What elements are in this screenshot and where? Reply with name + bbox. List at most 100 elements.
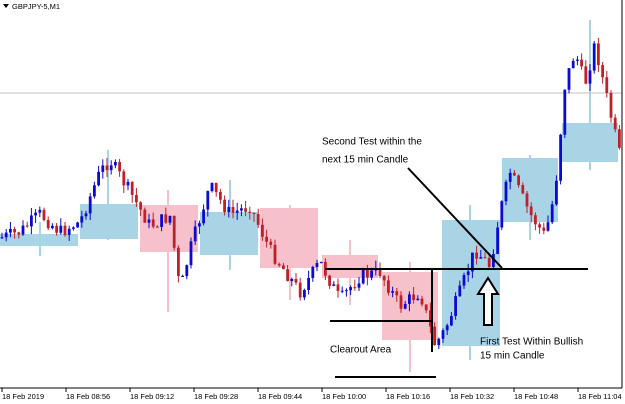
body xyxy=(55,225,58,233)
annotation-lines xyxy=(325,167,588,378)
body xyxy=(67,228,71,235)
body xyxy=(261,224,264,237)
body xyxy=(576,59,579,61)
x-label: 18 Feb 10:00 xyxy=(322,392,366,401)
body xyxy=(605,77,609,93)
annotation: First Test Within Bullish xyxy=(480,337,583,348)
m15-bear xyxy=(140,205,198,252)
body xyxy=(126,181,130,186)
body xyxy=(88,196,92,214)
body xyxy=(219,191,222,200)
body xyxy=(529,206,533,216)
body xyxy=(147,219,151,223)
body xyxy=(101,165,105,172)
body xyxy=(382,276,386,281)
body xyxy=(307,277,310,291)
body xyxy=(361,269,365,284)
body xyxy=(30,215,33,227)
body xyxy=(265,236,268,242)
x-label: 18 Feb 09:44 xyxy=(258,392,302,401)
body xyxy=(471,252,474,272)
body xyxy=(21,225,25,235)
body xyxy=(538,224,541,228)
x-label: 18 Feb 09:28 xyxy=(194,392,238,401)
body xyxy=(534,215,537,225)
body xyxy=(214,182,218,192)
body xyxy=(231,207,235,213)
body xyxy=(340,290,344,292)
body xyxy=(294,278,298,283)
body xyxy=(429,310,432,327)
body xyxy=(328,275,331,286)
body xyxy=(181,275,184,277)
body xyxy=(63,225,67,235)
body xyxy=(172,215,176,248)
body xyxy=(559,134,562,181)
body xyxy=(378,268,382,277)
body xyxy=(160,214,163,227)
m15-bear xyxy=(382,272,438,340)
body xyxy=(504,181,508,202)
body xyxy=(521,185,525,194)
body xyxy=(475,252,478,259)
body xyxy=(433,326,436,346)
body xyxy=(303,290,306,298)
body xyxy=(567,68,571,90)
body xyxy=(118,161,121,172)
body xyxy=(445,325,449,331)
body xyxy=(240,208,243,211)
x-axis-labels: 18 Feb 2019 18 Feb 08:56 18 Feb 09:12 18 Fe… xyxy=(1,388,622,401)
body xyxy=(546,222,550,231)
body xyxy=(13,228,16,233)
body xyxy=(252,212,256,214)
trend-line xyxy=(407,167,503,269)
body xyxy=(555,180,558,205)
body xyxy=(450,316,453,326)
x-label: 18 Feb 10:16 xyxy=(386,392,430,401)
x-label: 18 Feb 10:48 xyxy=(514,392,558,401)
body xyxy=(563,89,567,135)
body xyxy=(597,43,600,66)
body xyxy=(366,269,369,278)
annotation: next 15 min Candle xyxy=(322,155,409,166)
body xyxy=(508,172,512,182)
body xyxy=(487,258,491,267)
body xyxy=(517,175,520,186)
body xyxy=(109,165,113,171)
body xyxy=(156,226,159,228)
body xyxy=(408,294,411,304)
body xyxy=(298,282,302,298)
body xyxy=(210,182,214,192)
body xyxy=(618,129,621,148)
body xyxy=(437,338,441,346)
body xyxy=(483,257,487,259)
body xyxy=(46,220,50,229)
body xyxy=(248,211,252,213)
body xyxy=(441,330,445,339)
body xyxy=(525,193,529,207)
body xyxy=(412,294,415,301)
menu-triangle[interactable] xyxy=(3,4,9,8)
body xyxy=(290,278,294,282)
body xyxy=(609,92,613,118)
m15-bull xyxy=(200,212,258,255)
body xyxy=(466,271,470,276)
body xyxy=(42,209,46,221)
body xyxy=(420,298,424,305)
body xyxy=(244,208,247,212)
m15-bull xyxy=(80,204,138,239)
body xyxy=(462,275,466,286)
body xyxy=(151,219,155,227)
symbol-title: GBPJPY-5,M1 xyxy=(12,2,60,11)
x-label: 18 Feb 10:32 xyxy=(450,392,494,401)
body xyxy=(84,213,88,217)
body xyxy=(403,303,407,309)
body xyxy=(315,263,319,267)
body xyxy=(177,247,180,277)
m1-candles xyxy=(0,37,621,350)
body xyxy=(513,172,516,176)
body xyxy=(235,210,239,213)
annotation: 15 min Candle xyxy=(480,351,545,362)
body xyxy=(168,215,172,223)
